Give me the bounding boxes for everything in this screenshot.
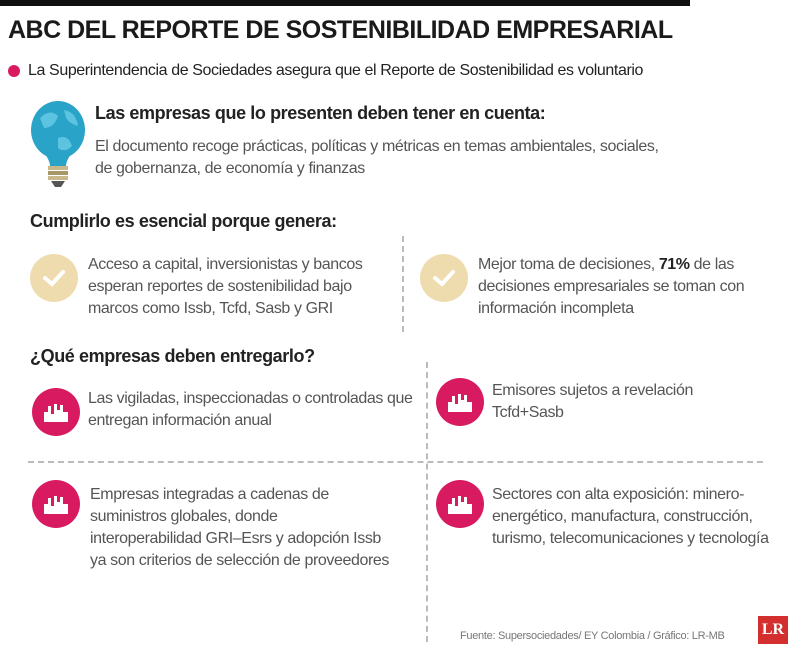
logo-text: LR — [761, 621, 785, 638]
benefit-text: Mejor toma de decisiones, 71% de las dec… — [478, 254, 778, 320]
lightbulb-globe-icon — [28, 98, 88, 193]
intro-heading: Las empresas que lo presenten deben tene… — [95, 103, 546, 123]
company-text: Emisores sujetos a revelación Tcfd+Sasb — [492, 382, 693, 421]
subtitle: La Superintendencia de Sociedades asegur… — [8, 62, 643, 80]
check-icon — [420, 254, 468, 302]
benefit-text: Acceso a capital, inversionistas y banco… — [88, 256, 363, 317]
buildings-icon — [32, 480, 80, 528]
top-bar — [0, 0, 690, 6]
bullet-dot-icon — [8, 65, 20, 77]
intro-text: El documento recoge prácticas, políticas… — [95, 138, 659, 177]
divider — [426, 362, 428, 642]
buildings-icon — [32, 388, 80, 436]
subtitle-text: La Superintendencia de Sociedades asegur… — [28, 62, 644, 79]
company-text: Empresas integradas a cadenas de suminis… — [90, 486, 390, 569]
page-title: ABC DEL REPORTE DE SOSTENIBILIDAD EMPRES… — [8, 16, 673, 44]
benefits-heading: Cumplirlo es esencial porque genera: — [30, 211, 337, 231]
benefit-text-part: Mejor toma de decisiones, — [478, 256, 659, 273]
benefit-text-part: de las decisiones empresariales se toman… — [478, 256, 745, 317]
divider — [402, 236, 404, 332]
divider — [28, 461, 763, 463]
buildings-icon — [436, 480, 484, 528]
company-text: Las vigiladas, inspeccionadas o controla… — [88, 390, 413, 429]
check-icon — [30, 254, 78, 302]
company-text: Sectores con alta exposición: minero-ene… — [492, 486, 769, 547]
source-note: Fuente: Supersociedades/ EY Colombia / G… — [460, 630, 725, 642]
buildings-icon — [436, 378, 484, 426]
companies-heading: ¿Qué empresas deben entregarlo? — [30, 346, 315, 366]
lr-logo: LR — [758, 616, 788, 644]
benefit-highlight: 71% — [658, 256, 690, 273]
